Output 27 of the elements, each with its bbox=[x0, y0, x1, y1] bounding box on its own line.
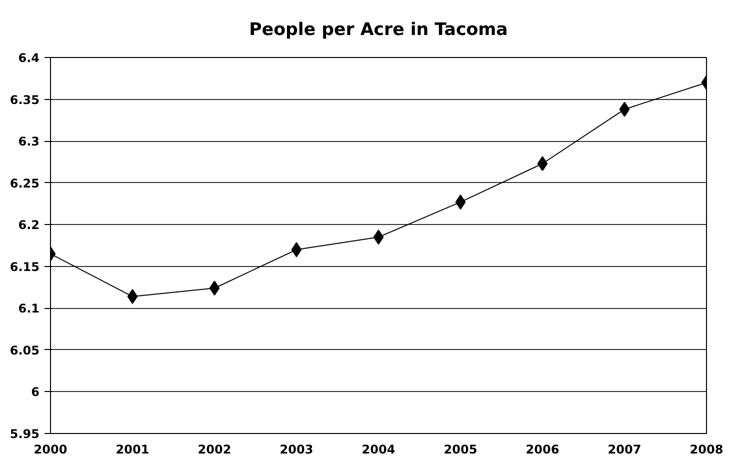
x-tick-label: 2006 bbox=[526, 442, 560, 456]
point bbox=[209, 280, 220, 296]
x-tick-label: 2008 bbox=[690, 442, 724, 456]
point bbox=[291, 242, 302, 258]
y-tick-label: 6.2 bbox=[18, 218, 40, 232]
x-tick-label: 2007 bbox=[608, 442, 642, 456]
x-tick-label: 2004 bbox=[362, 442, 396, 456]
y-tick-label: 6.15 bbox=[10, 260, 40, 274]
y-tick-label: 6.25 bbox=[10, 176, 40, 190]
y-tick-label: 6.35 bbox=[10, 92, 40, 107]
point bbox=[455, 194, 466, 210]
y-tick-label: 6 bbox=[31, 385, 40, 400]
y-tick-label: 6.3 bbox=[18, 134, 40, 149]
x-tick-label: 2003 bbox=[280, 442, 314, 456]
y-tick-label: 5.95 bbox=[10, 427, 40, 441]
point bbox=[537, 156, 548, 172]
y-tick-label: 6.1 bbox=[18, 302, 40, 316]
y-tick-label: 6.4 bbox=[18, 51, 40, 65]
point bbox=[373, 230, 384, 245]
x-tick-label: 2005 bbox=[444, 442, 478, 456]
y-tick-label: 6.05 bbox=[10, 343, 40, 358]
point bbox=[127, 288, 138, 304]
chart-title: People per Acre in Tacoma bbox=[249, 20, 508, 40]
x-tick-label: 2001 bbox=[116, 442, 150, 456]
point bbox=[619, 102, 630, 117]
x-tick-label: 2000 bbox=[34, 442, 68, 456]
x-tick-label: 2002 bbox=[198, 442, 232, 456]
